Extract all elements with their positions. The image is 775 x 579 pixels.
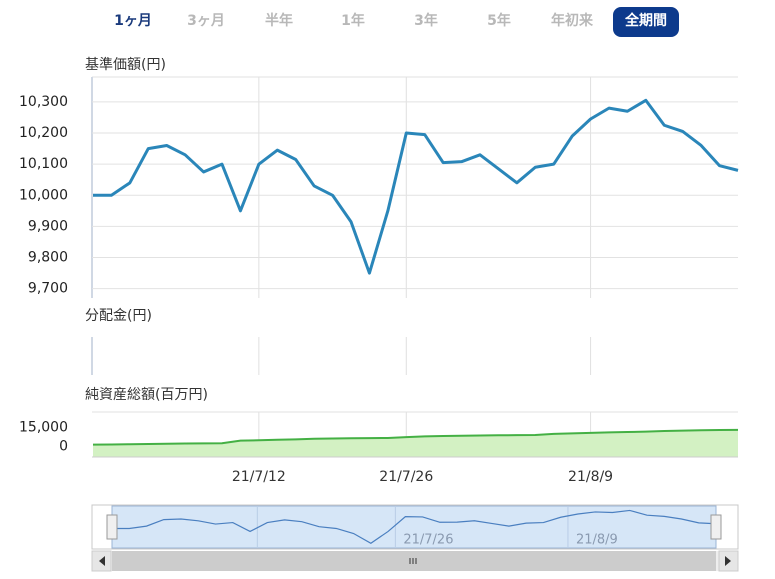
assets-area (93, 429, 738, 457)
scroll-grip (409, 558, 417, 564)
tab[interactable]: 3年 (414, 12, 438, 29)
y-tick-label: 9,900 (28, 218, 68, 234)
dividend-title: 分配金(円) (85, 308, 152, 324)
tab[interactable]: 全期間 (624, 12, 667, 29)
assets-line (92, 428, 739, 446)
y-tick-label: 10,200 (19, 125, 68, 141)
assets-title: 純資産総額(百万円) (85, 387, 208, 403)
y-tick-label: 0 (59, 439, 68, 455)
tab[interactable]: 年初来 (551, 12, 594, 29)
y-tick-label: 9,800 (28, 250, 68, 266)
price-title: 基準価額(円) (85, 56, 166, 73)
y-tick-label: 15,000 (19, 419, 68, 435)
x-tick-label: 21/7/12 (232, 469, 286, 485)
x-tick-label: 21/7/26 (379, 469, 433, 485)
y-tick-label: 10,000 (19, 187, 68, 203)
tab[interactable]: 5年 (487, 12, 511, 29)
tab[interactable]: 1ヶ月 (114, 13, 152, 29)
y-tick-label: 10,300 (19, 94, 68, 110)
active-tab-bg[interactable] (613, 7, 679, 37)
x-tick-label: 21/8/9 (568, 469, 613, 485)
tab[interactable]: 半年 (265, 12, 293, 29)
y-tick-label: 9,700 (28, 281, 68, 297)
navigator-handle[interactable] (106, 514, 118, 540)
navigator-line (112, 509, 717, 544)
navigator-label: 21/7/26 (403, 533, 453, 548)
navigator-handle[interactable] (710, 514, 722, 540)
arrow-left (99, 556, 105, 566)
price-line (93, 98, 739, 275)
scrollbar-thumb[interactable] (112, 551, 716, 571)
arrow-right (725, 556, 731, 566)
navigator-mask[interactable] (111, 505, 717, 549)
tab[interactable]: 3ヶ月 (187, 13, 225, 29)
tab[interactable]: 1年 (341, 12, 365, 29)
navigator[interactable]: 21/7/26 21/8/9 (91, 504, 739, 572)
navigator-label: 21/8/9 (576, 533, 618, 548)
y-tick-label: 10,100 (19, 156, 68, 172)
